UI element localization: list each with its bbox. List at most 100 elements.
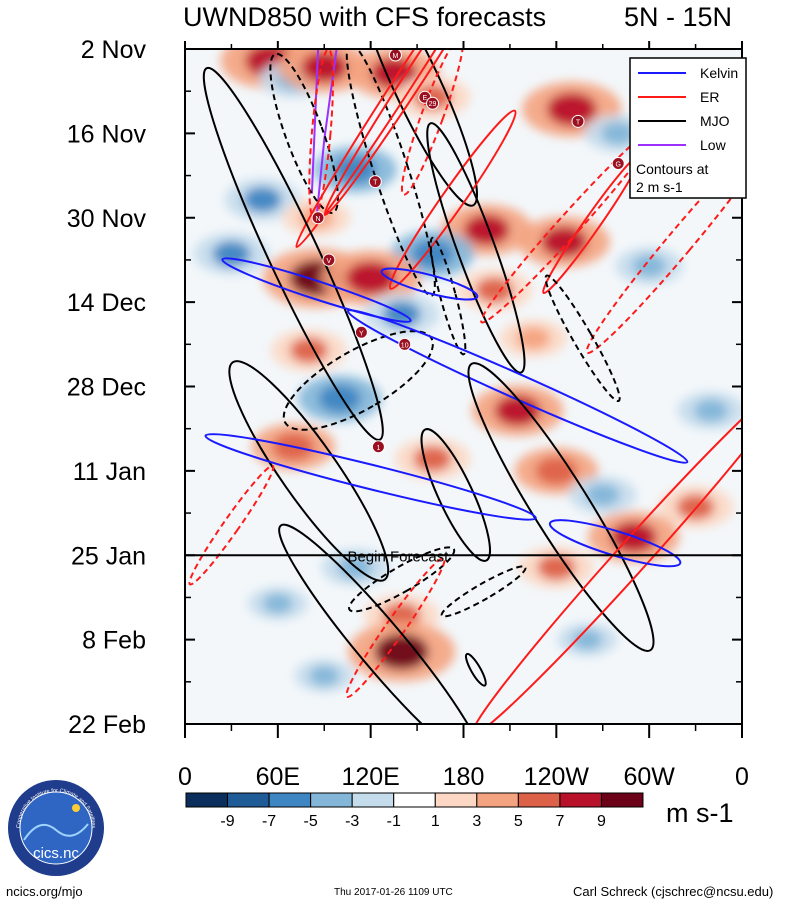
mjo-contour xyxy=(348,546,456,613)
anomaly-core xyxy=(243,187,282,213)
storm-markers: M E29 T G T N V Y 10 1 xyxy=(311,49,625,454)
x-tick-label: 120W xyxy=(524,763,590,791)
y-tick-label: 25 Jan xyxy=(71,542,146,570)
legend: Kelvin ER MJO Low Contours at 2 m s-1 xyxy=(629,57,747,199)
storm-marker-label: G xyxy=(615,162,620,169)
colorbar-swatch xyxy=(268,792,312,808)
storm-marker-icon xyxy=(322,253,336,267)
anomaly-core xyxy=(262,593,293,614)
colorbar-swatch xyxy=(559,792,602,808)
mjo-contour xyxy=(426,122,526,374)
x-tick-label: 120E xyxy=(341,763,399,791)
anomaly-core xyxy=(334,155,377,184)
storm-marker-label: N xyxy=(316,216,321,223)
colorbar-level-label: 7 xyxy=(555,813,564,830)
colorbar-swatch xyxy=(434,792,478,808)
anomaly-core xyxy=(374,633,429,670)
footer-url: ncics.org/mjo xyxy=(6,884,83,899)
chart-title: UWND850 with CFS forecasts xyxy=(183,2,547,32)
anomaly-core xyxy=(537,554,576,580)
colorbar-level-label: -1 xyxy=(387,813,401,830)
mjo-contour xyxy=(544,274,621,403)
anomaly-core xyxy=(318,384,361,413)
mjo-contour xyxy=(269,52,339,214)
anomaly-core xyxy=(585,483,620,507)
anomaly-core xyxy=(516,327,551,350)
mjo-contour xyxy=(440,565,527,618)
storm-marker-icon xyxy=(398,337,412,351)
mjo-contour xyxy=(429,236,467,356)
colorbar-swatch xyxy=(185,792,229,808)
colorbar-level-label: 9 xyxy=(597,813,606,830)
storm-marker-icon xyxy=(371,440,385,454)
y-tick-label: 14 Dec xyxy=(67,289,146,317)
colorbar-swatch xyxy=(476,792,519,808)
x-tick-label: 0 xyxy=(178,763,192,791)
y-tick-label: 22 Feb xyxy=(68,711,146,739)
colorbar-swatch xyxy=(393,792,436,808)
colorbar-swatch xyxy=(517,792,561,808)
er-contour xyxy=(295,49,508,249)
anomaly-core xyxy=(572,629,603,650)
storm-marker-icon xyxy=(354,325,368,339)
storm-marker-label: E xyxy=(422,95,427,102)
mjo-contour xyxy=(467,362,655,652)
anomaly-core xyxy=(212,241,251,267)
storm-marker-label: 29 xyxy=(429,101,437,108)
low-contour xyxy=(315,49,338,218)
colorbar-level-label: -7 xyxy=(262,813,276,830)
er-contour xyxy=(585,129,742,354)
colorbar-level-label: 1 xyxy=(431,813,440,830)
logo-text: cics.nc xyxy=(33,845,79,862)
colorbar-level-label: -9 xyxy=(220,813,234,830)
storm-marker-label: Y xyxy=(359,330,364,337)
kelvin-contour xyxy=(221,257,412,323)
storm-marker-icon xyxy=(311,211,325,225)
storm-marker-label: T xyxy=(576,119,581,126)
y-axis-ticks: 2 Nov 16 Nov 30 Nov 14 Dec 28 Dec 11 Jan 25 Ja… xyxy=(67,36,742,739)
kelvin-contour xyxy=(346,309,689,464)
legend-label-low: Low xyxy=(700,137,727,153)
low-contour xyxy=(310,49,320,194)
anomaly-core xyxy=(546,92,597,126)
x-axis-ticks: 0 60E 120E 180 120W 60W 0 xyxy=(178,41,749,791)
x-tick-label: 180 xyxy=(443,763,485,791)
anomaly-core xyxy=(475,277,514,303)
y-tick-label: 16 Nov xyxy=(67,120,147,148)
x-tick-label: 0 xyxy=(735,763,749,791)
storm-marker-label: M xyxy=(393,53,399,60)
storm-marker-label: V xyxy=(327,258,332,265)
forecast-label: Begin Forecast xyxy=(347,548,449,565)
y-tick-label: 8 Feb xyxy=(82,627,146,655)
filtered-wave-contours xyxy=(188,49,742,724)
cics-logo: cics.nc Cooperative Institute for Climat… xyxy=(8,780,104,876)
storm-marker-icon xyxy=(571,114,585,128)
anomaly-core xyxy=(309,665,340,686)
mjo-contour xyxy=(202,66,384,441)
x-tick-label: 60W xyxy=(623,763,675,791)
x-tick-label: 60E xyxy=(256,763,300,791)
kelvin-contour xyxy=(380,267,479,301)
legend-label-er: ER xyxy=(700,89,719,105)
colorbar-swatch xyxy=(600,792,644,808)
anomaly-core xyxy=(601,122,636,145)
legend-note-line1: Contours at xyxy=(636,161,708,177)
storm-marker-label: T xyxy=(373,180,378,187)
colorbar-swatch xyxy=(227,792,270,808)
anomaly-core xyxy=(463,214,510,246)
mjo-contour xyxy=(464,652,487,687)
chart-region: 5N - 15N xyxy=(624,2,733,32)
legend-box xyxy=(629,57,747,199)
er-contour xyxy=(188,464,275,586)
storm-marker-icon xyxy=(368,175,382,189)
anomaly-core xyxy=(694,399,728,422)
anomaly-core xyxy=(411,239,454,268)
footer-timestamp: Thu 2017-01-26 1109 UTC xyxy=(334,887,453,898)
storm-marker-label: 10 xyxy=(401,342,409,349)
colorbar: -9 -7 -5 -3 -1 1 3 5 7 9 m s-1 xyxy=(185,792,734,830)
anomaly-core xyxy=(301,51,348,83)
er-contour xyxy=(323,49,511,216)
footer-author: Carl Schreck (cjschrec@ncsu.edu) xyxy=(573,884,774,899)
mjo-contour xyxy=(356,49,478,207)
